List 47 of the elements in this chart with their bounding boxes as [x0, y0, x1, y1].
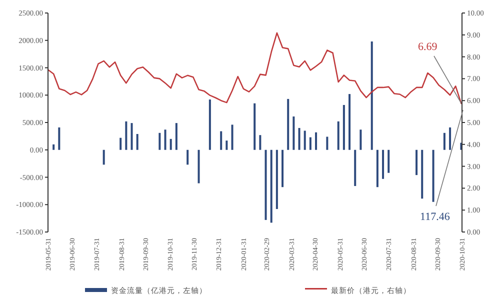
bar	[282, 150, 284, 188]
bar	[58, 127, 60, 150]
bar	[220, 131, 222, 150]
bar	[304, 130, 306, 150]
bar	[125, 121, 128, 150]
bar	[270, 150, 272, 223]
bar	[231, 124, 234, 150]
bar	[354, 150, 356, 186]
bar	[186, 150, 189, 165]
bar	[102, 150, 105, 165]
bar	[342, 104, 345, 150]
bar	[370, 41, 373, 150]
bar	[416, 150, 418, 176]
bar	[292, 116, 295, 150]
bar	[226, 140, 228, 150]
bar	[158, 132, 161, 150]
bar	[208, 100, 211, 150]
bar	[360, 130, 362, 150]
bar	[432, 150, 434, 202]
bar	[376, 150, 378, 188]
bar	[315, 132, 318, 150]
bar	[449, 127, 452, 150]
bar	[170, 138, 172, 150]
bar	[388, 150, 390, 173]
bar	[164, 130, 166, 150]
bar	[254, 103, 256, 150]
bar	[309, 137, 312, 150]
bar	[175, 123, 178, 150]
annotation: 6.69	[418, 41, 438, 53]
bar	[421, 150, 424, 199]
annotation: 117.46	[420, 211, 450, 223]
bar	[326, 136, 328, 150]
bar	[130, 123, 133, 150]
bar	[136, 134, 138, 150]
bar	[287, 98, 290, 150]
bar	[52, 144, 55, 150]
bar	[198, 150, 200, 184]
bar	[443, 132, 446, 150]
bar	[259, 135, 262, 150]
bar	[264, 150, 267, 220]
bar	[382, 150, 384, 179]
bar	[276, 150, 278, 210]
bar	[337, 121, 340, 150]
bar	[348, 94, 351, 150]
bar	[298, 128, 300, 150]
line-series	[47, 32, 462, 104]
bar	[120, 138, 122, 150]
